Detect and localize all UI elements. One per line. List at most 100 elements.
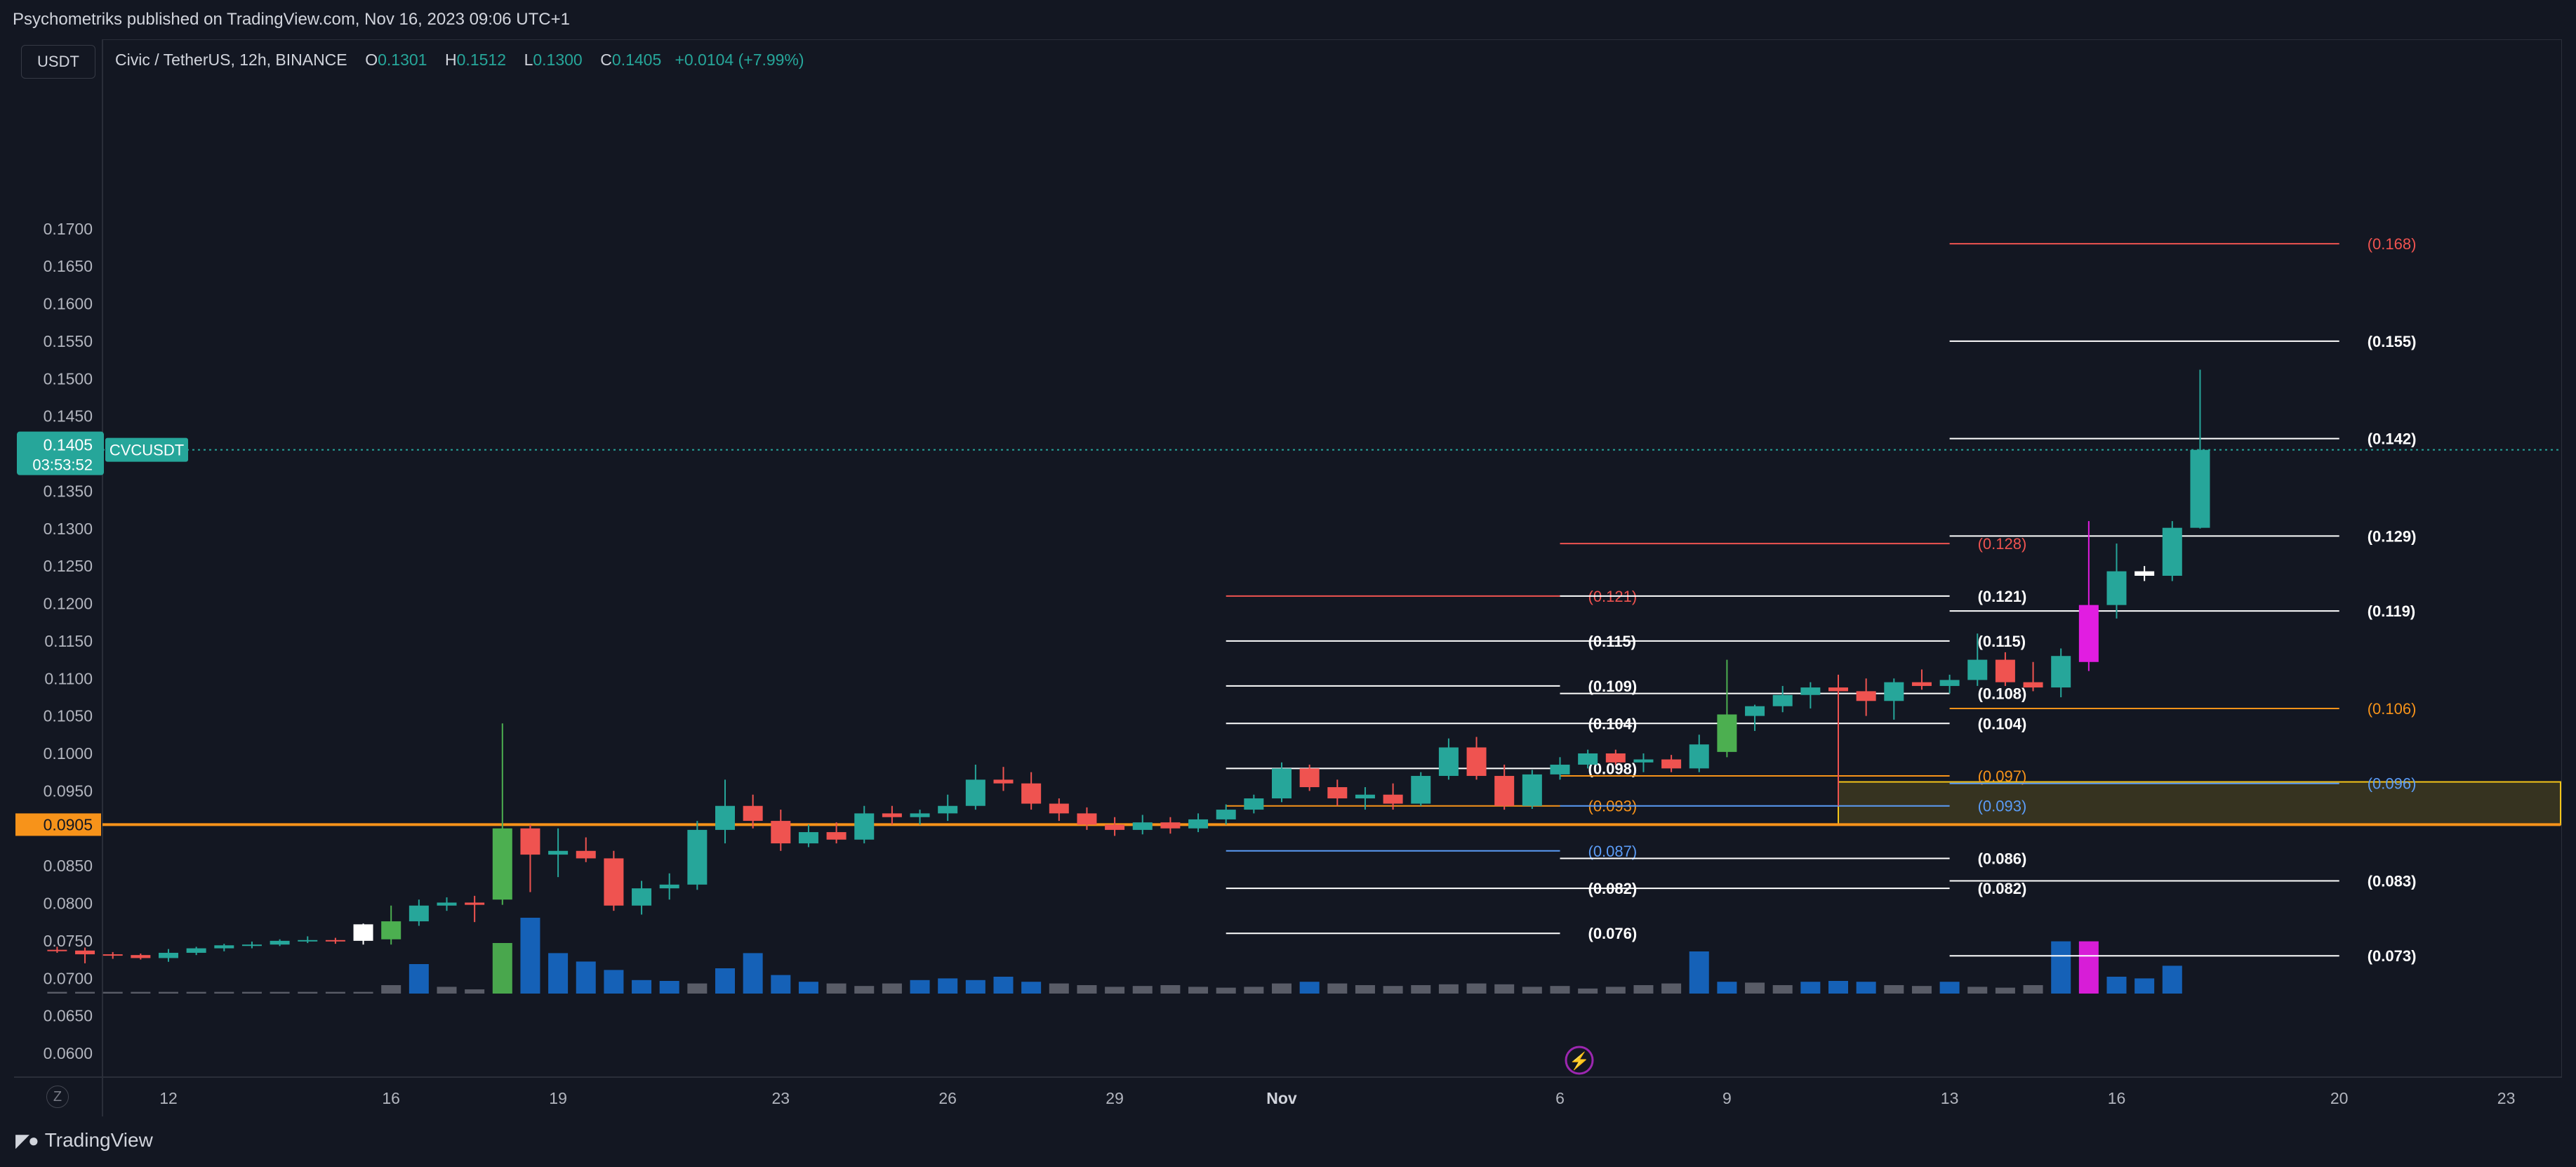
volume-bar xyxy=(2078,941,2099,994)
candle-body xyxy=(1160,822,1181,829)
candle-body xyxy=(409,905,429,922)
chart-canvas[interactable]: 0.0600 0.0650 0.0700 0.0750 0.0800 0.0850 0.09… xyxy=(0,0,2576,1116)
volume-bar xyxy=(1105,987,1125,994)
candle-body xyxy=(1772,694,1793,706)
volume-bar xyxy=(965,980,985,994)
fib-level-label: (0.083) xyxy=(2368,872,2417,890)
x-tick-label: 16 xyxy=(2108,1089,2126,1107)
candle-body xyxy=(1717,714,1737,752)
volume-bar xyxy=(241,991,262,994)
x-tick-label: 9 xyxy=(1722,1089,1732,1107)
y-tick-label: 0.0750 xyxy=(44,932,93,950)
candle-body xyxy=(1911,682,1932,686)
fib-level-label: (0.086) xyxy=(1978,850,2027,867)
volume-bar xyxy=(1605,987,1626,994)
currency-button[interactable]: USDT xyxy=(21,45,95,79)
candle-body xyxy=(965,779,985,806)
volume-bar xyxy=(576,961,596,994)
candle-body xyxy=(353,924,373,941)
candle-body xyxy=(1884,682,1904,701)
volume-bar xyxy=(1160,985,1181,994)
candle-body xyxy=(854,813,875,840)
x-tick-label: 23 xyxy=(772,1089,790,1107)
fib-level-label: (0.168) xyxy=(2368,235,2417,253)
x-tick-label: 6 xyxy=(1555,1089,1565,1107)
candle-body xyxy=(659,884,679,889)
candle-body xyxy=(1049,803,1069,814)
volume-bar xyxy=(1216,987,1236,994)
volume-bar xyxy=(1299,982,1320,994)
volume-bar xyxy=(1550,986,1570,994)
candle-body xyxy=(1522,774,1542,806)
candle-body xyxy=(1021,783,1042,804)
volume-bar xyxy=(47,991,67,994)
candle-body xyxy=(1633,759,1654,763)
volume-bar xyxy=(826,983,847,994)
candle-body xyxy=(1578,753,1598,765)
y-tick-label: 0.1300 xyxy=(44,520,93,538)
volume-bar xyxy=(1689,951,1709,994)
y-tick-label: 0.0850 xyxy=(44,857,93,875)
x-tick-label: 19 xyxy=(549,1089,567,1107)
candle-body xyxy=(75,950,95,955)
fib-level-label: (0.142) xyxy=(2368,430,2417,448)
candle-body xyxy=(1995,659,2015,683)
volume-bar xyxy=(159,991,178,994)
tradingview-logo[interactable]: ◤● TradingView xyxy=(15,1129,153,1152)
candle-body xyxy=(241,944,262,947)
volume-bar xyxy=(771,975,791,994)
candle-body xyxy=(1272,768,1292,799)
volume-bar xyxy=(715,968,735,994)
candle-body xyxy=(826,832,847,840)
volume-bar xyxy=(1661,983,1682,994)
y-tick-label: 0.1500 xyxy=(44,369,93,388)
fib-level-label: (0.104) xyxy=(1978,715,2027,732)
volume-bar xyxy=(1188,987,1209,994)
x-tick-label: 12 xyxy=(159,1089,178,1107)
candle-body xyxy=(938,805,958,814)
volume-bar xyxy=(1856,982,1876,994)
timezone-button[interactable]: Z xyxy=(46,1086,69,1108)
volume-bar xyxy=(186,991,206,994)
lightning-icon: ⚡ xyxy=(1569,1051,1590,1071)
close-value: 0.1405 xyxy=(611,51,662,69)
volume-bar xyxy=(1578,988,1598,994)
tradingview-mark-icon: ◤● xyxy=(15,1129,39,1151)
candle-body xyxy=(1800,687,1821,695)
y-tick-label: 0.1000 xyxy=(44,744,93,763)
volume-bar xyxy=(1494,984,1515,994)
open-value: 0.1301 xyxy=(378,51,427,69)
candle-body xyxy=(2051,656,2071,688)
candle-body xyxy=(993,779,1014,784)
candle-body xyxy=(1188,819,1209,829)
candle-body xyxy=(47,949,67,951)
x-tick-label: Nov xyxy=(1266,1089,1297,1107)
candle-body xyxy=(1244,798,1264,810)
symbol-title[interactable]: Civic / TetherUS, 12h, BINANCE xyxy=(115,51,347,69)
volume-bar xyxy=(1772,985,1793,994)
low-value: 0.1300 xyxy=(533,51,583,69)
candle-body xyxy=(1466,747,1487,777)
candle-body xyxy=(520,828,540,855)
fib-level-label: (0.129) xyxy=(2368,527,2417,545)
fib-level-label: (0.097) xyxy=(1978,767,2027,785)
fib-level-label: (0.155) xyxy=(2368,333,2417,350)
volume-bar xyxy=(1021,982,1042,994)
candle-body xyxy=(2078,605,2099,662)
high-value: 0.1512 xyxy=(456,51,506,69)
candle-body xyxy=(576,850,596,859)
fib-level-label: (0.121) xyxy=(1978,588,2027,605)
volume-bar xyxy=(1077,985,1097,994)
volume-bar xyxy=(1355,985,1375,994)
y-tick-label: 0.1150 xyxy=(44,632,93,650)
volume-bar xyxy=(298,991,318,994)
close-label: C xyxy=(600,51,612,69)
volume-bar xyxy=(1800,982,1821,994)
volume-bar xyxy=(1383,986,1403,994)
volume-bar xyxy=(1633,985,1654,994)
volume-bar xyxy=(1411,985,1431,994)
volume-bar xyxy=(854,986,875,994)
volume-bar xyxy=(465,989,485,994)
candle-body xyxy=(743,805,763,822)
volume-bar xyxy=(492,943,512,994)
